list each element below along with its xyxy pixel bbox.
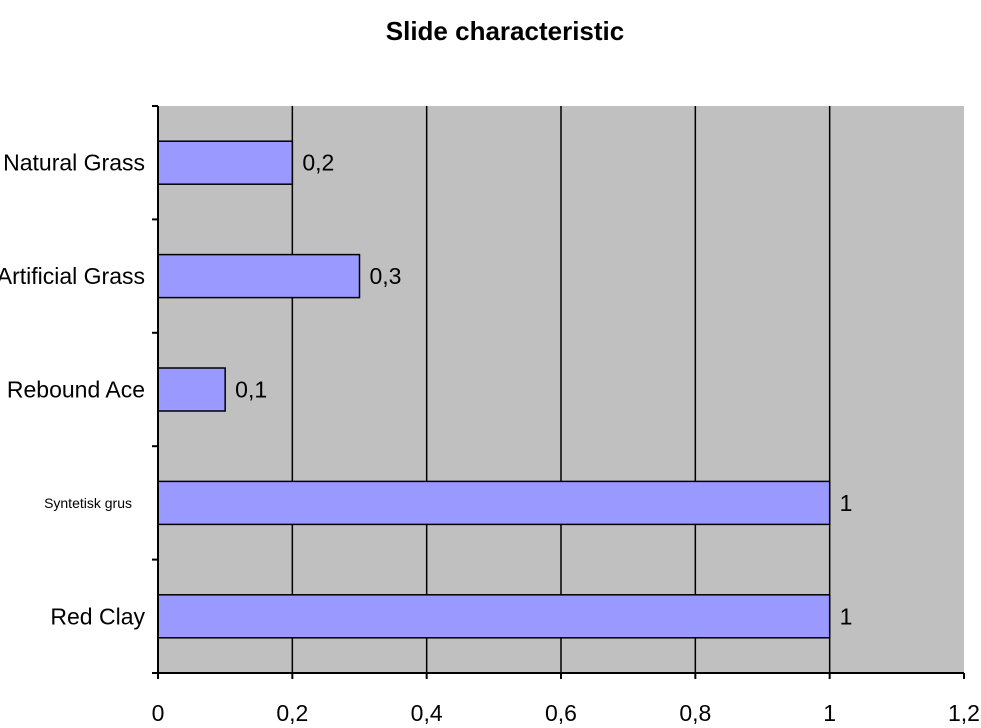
gridlines [291, 106, 831, 673]
category-label: Artificial Grass [0, 263, 145, 289]
x-tick-labels: 0 0,2 0,4 0,6 0,8 1 1,2 [152, 700, 980, 726]
bar [157, 140, 294, 185]
x-tick-label: 0,6 [545, 700, 577, 726]
x-tick-label: 1,2 [948, 700, 980, 726]
category-label: Natural Grass [3, 150, 145, 176]
data-label: 0,2 [302, 150, 334, 176]
bar [157, 253, 361, 299]
x-tick-label: 0,8 [679, 700, 711, 726]
x-tick-label: 0 [152, 700, 165, 726]
chart-title: Slide characteristic [386, 16, 624, 46]
axes [152, 105, 965, 679]
category-label: Rebound Ace [7, 377, 145, 403]
x-tick-label: 0,4 [411, 700, 443, 726]
category-label: Syntetisk grus [44, 495, 132, 511]
bar [157, 480, 831, 526]
category-labels: Natural Grass Artificial Grass Rebound Ace… [0, 150, 145, 630]
data-labels: 0,2 0,3 0,1 1 1 [235, 150, 852, 630]
data-label: 0,1 [235, 377, 267, 403]
bars [157, 140, 831, 639]
category-label: Red Clay [50, 603, 145, 629]
data-label: 0,3 [370, 263, 402, 289]
bar [157, 367, 226, 412]
data-label: 1 [840, 603, 853, 629]
data-label: 1 [840, 490, 853, 516]
bar [157, 594, 831, 639]
x-tick-label: 1 [823, 700, 836, 726]
x-tick-label: 0,2 [276, 700, 308, 726]
